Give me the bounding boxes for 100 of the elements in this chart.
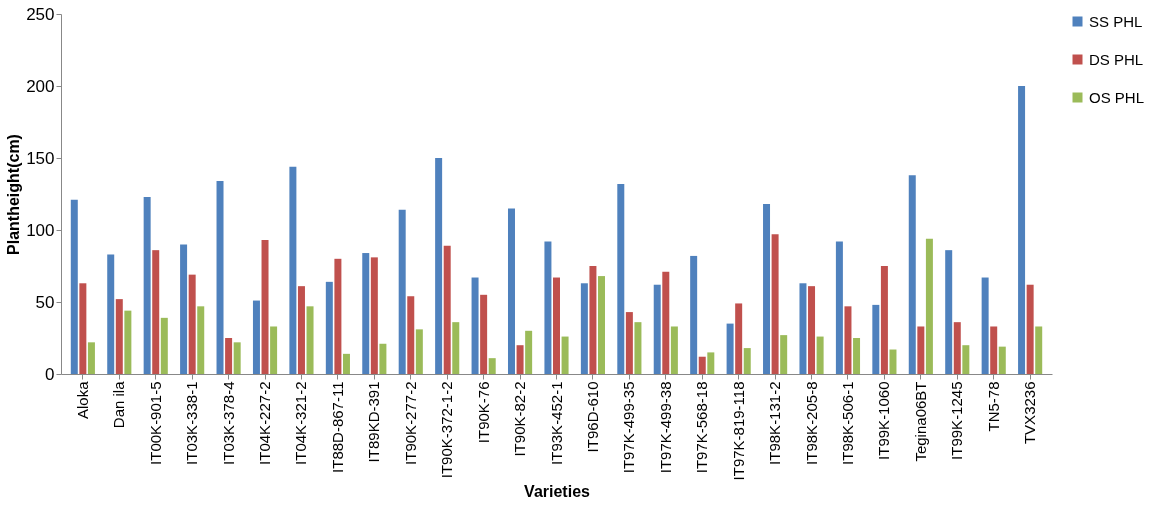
bar <box>306 306 314 374</box>
bar <box>225 338 233 374</box>
bar <box>780 335 788 374</box>
x-tick-label: Aloka <box>73 380 91 420</box>
x-tick-label: IT90K-372-1-2 <box>438 381 456 479</box>
legend-label: DS PHL <box>1089 50 1144 68</box>
bar <box>634 322 642 374</box>
x-tick-label: IT96D-610 <box>583 381 601 453</box>
bar <box>197 306 205 374</box>
bar <box>233 342 241 374</box>
x-tick-label: IT97K-499-38 <box>656 381 674 474</box>
bar <box>87 342 95 374</box>
bar <box>844 306 852 374</box>
y-tick-label: 250 <box>26 4 55 24</box>
bar <box>981 277 989 374</box>
bar <box>471 277 479 374</box>
bar <box>180 244 188 374</box>
bar <box>998 346 1006 374</box>
bar <box>407 296 415 374</box>
y-tick-label: 150 <box>26 148 55 168</box>
bar <box>580 283 588 374</box>
bar <box>690 255 698 374</box>
x-tick-label: IT97K-499-35 <box>620 381 638 474</box>
bar <box>435 158 443 374</box>
x-tick-label: IT90K-76 <box>474 381 492 444</box>
bar <box>662 271 670 374</box>
x-tick-label: IT89KD-391 <box>365 381 383 463</box>
bar <box>362 253 370 374</box>
bar <box>544 241 552 374</box>
x-tick-label: IT90K-277-2 <box>401 381 419 465</box>
x-tick-label: IT98K-506-1 <box>838 381 856 465</box>
bar <box>152 250 160 374</box>
x-tick-label: IT00K-901-5 <box>146 381 164 465</box>
bar <box>507 208 515 374</box>
bar <box>625 312 633 374</box>
bar <box>261 240 269 374</box>
bar <box>698 356 706 374</box>
bar <box>379 343 387 374</box>
x-tick-label: Tegina06BT <box>911 381 929 462</box>
x-tick-label: IT04K-227-2 <box>256 381 274 465</box>
x-tick-label: IT88D-867-11 <box>328 381 346 473</box>
x-tick-label: IT97K-568-18 <box>693 381 711 474</box>
bar <box>160 317 168 374</box>
bar <box>488 358 496 374</box>
x-tick-label: TN5-78 <box>984 381 1002 432</box>
bar <box>917 326 925 374</box>
bar <box>480 294 488 374</box>
bar <box>889 349 897 374</box>
bar <box>452 322 460 374</box>
bar <box>589 266 597 374</box>
bar <box>525 330 533 374</box>
bar <box>334 258 342 374</box>
bar <box>962 345 970 374</box>
legend-label: OS PHL <box>1089 88 1145 106</box>
legend-label: SS PHL <box>1089 12 1143 30</box>
x-tick-label: IT93K-452-1 <box>547 381 565 465</box>
bar <box>670 326 678 374</box>
bar <box>743 348 751 374</box>
bar <box>143 196 151 374</box>
bar <box>853 338 861 374</box>
bar <box>124 310 132 374</box>
x-tick-label: IT97K-819-118 <box>729 381 747 481</box>
bar <box>1026 284 1034 374</box>
bar <box>115 299 123 374</box>
bar <box>835 241 843 374</box>
bar <box>252 300 260 374</box>
bar <box>398 209 406 374</box>
bar <box>297 286 305 374</box>
bar <box>925 238 933 374</box>
bar <box>1018 86 1026 374</box>
bar <box>415 329 423 374</box>
bar <box>79 283 87 374</box>
bar <box>808 286 816 374</box>
bar <box>990 326 998 374</box>
bar <box>553 277 560 374</box>
y-tick-label: 200 <box>26 76 55 96</box>
bar <box>1035 326 1043 374</box>
bar <box>561 336 569 374</box>
x-tick-label: IT98K-131-2 <box>766 381 784 465</box>
bar <box>880 266 888 374</box>
x-tick-label: IT03K-338-1 <box>183 381 201 465</box>
y-tick-label: 0 <box>45 364 55 384</box>
bar <box>617 183 625 374</box>
x-tick-label: IT99K-1245 <box>948 381 966 460</box>
x-tick-label: TVX3236 <box>1021 381 1039 445</box>
bar <box>289 166 297 374</box>
bar <box>799 283 807 374</box>
bar <box>516 345 524 374</box>
bar <box>107 254 115 374</box>
bar <box>598 276 606 374</box>
bar <box>707 352 715 374</box>
y-tick-label: 100 <box>26 220 55 240</box>
bar <box>70 199 78 374</box>
x-tick-label: IT98K-205-8 <box>802 381 820 465</box>
bar <box>945 250 953 374</box>
bar <box>763 204 771 374</box>
bar <box>188 274 196 374</box>
bar <box>370 257 378 374</box>
y-tick-label: 50 <box>35 292 55 312</box>
bar <box>443 245 451 374</box>
